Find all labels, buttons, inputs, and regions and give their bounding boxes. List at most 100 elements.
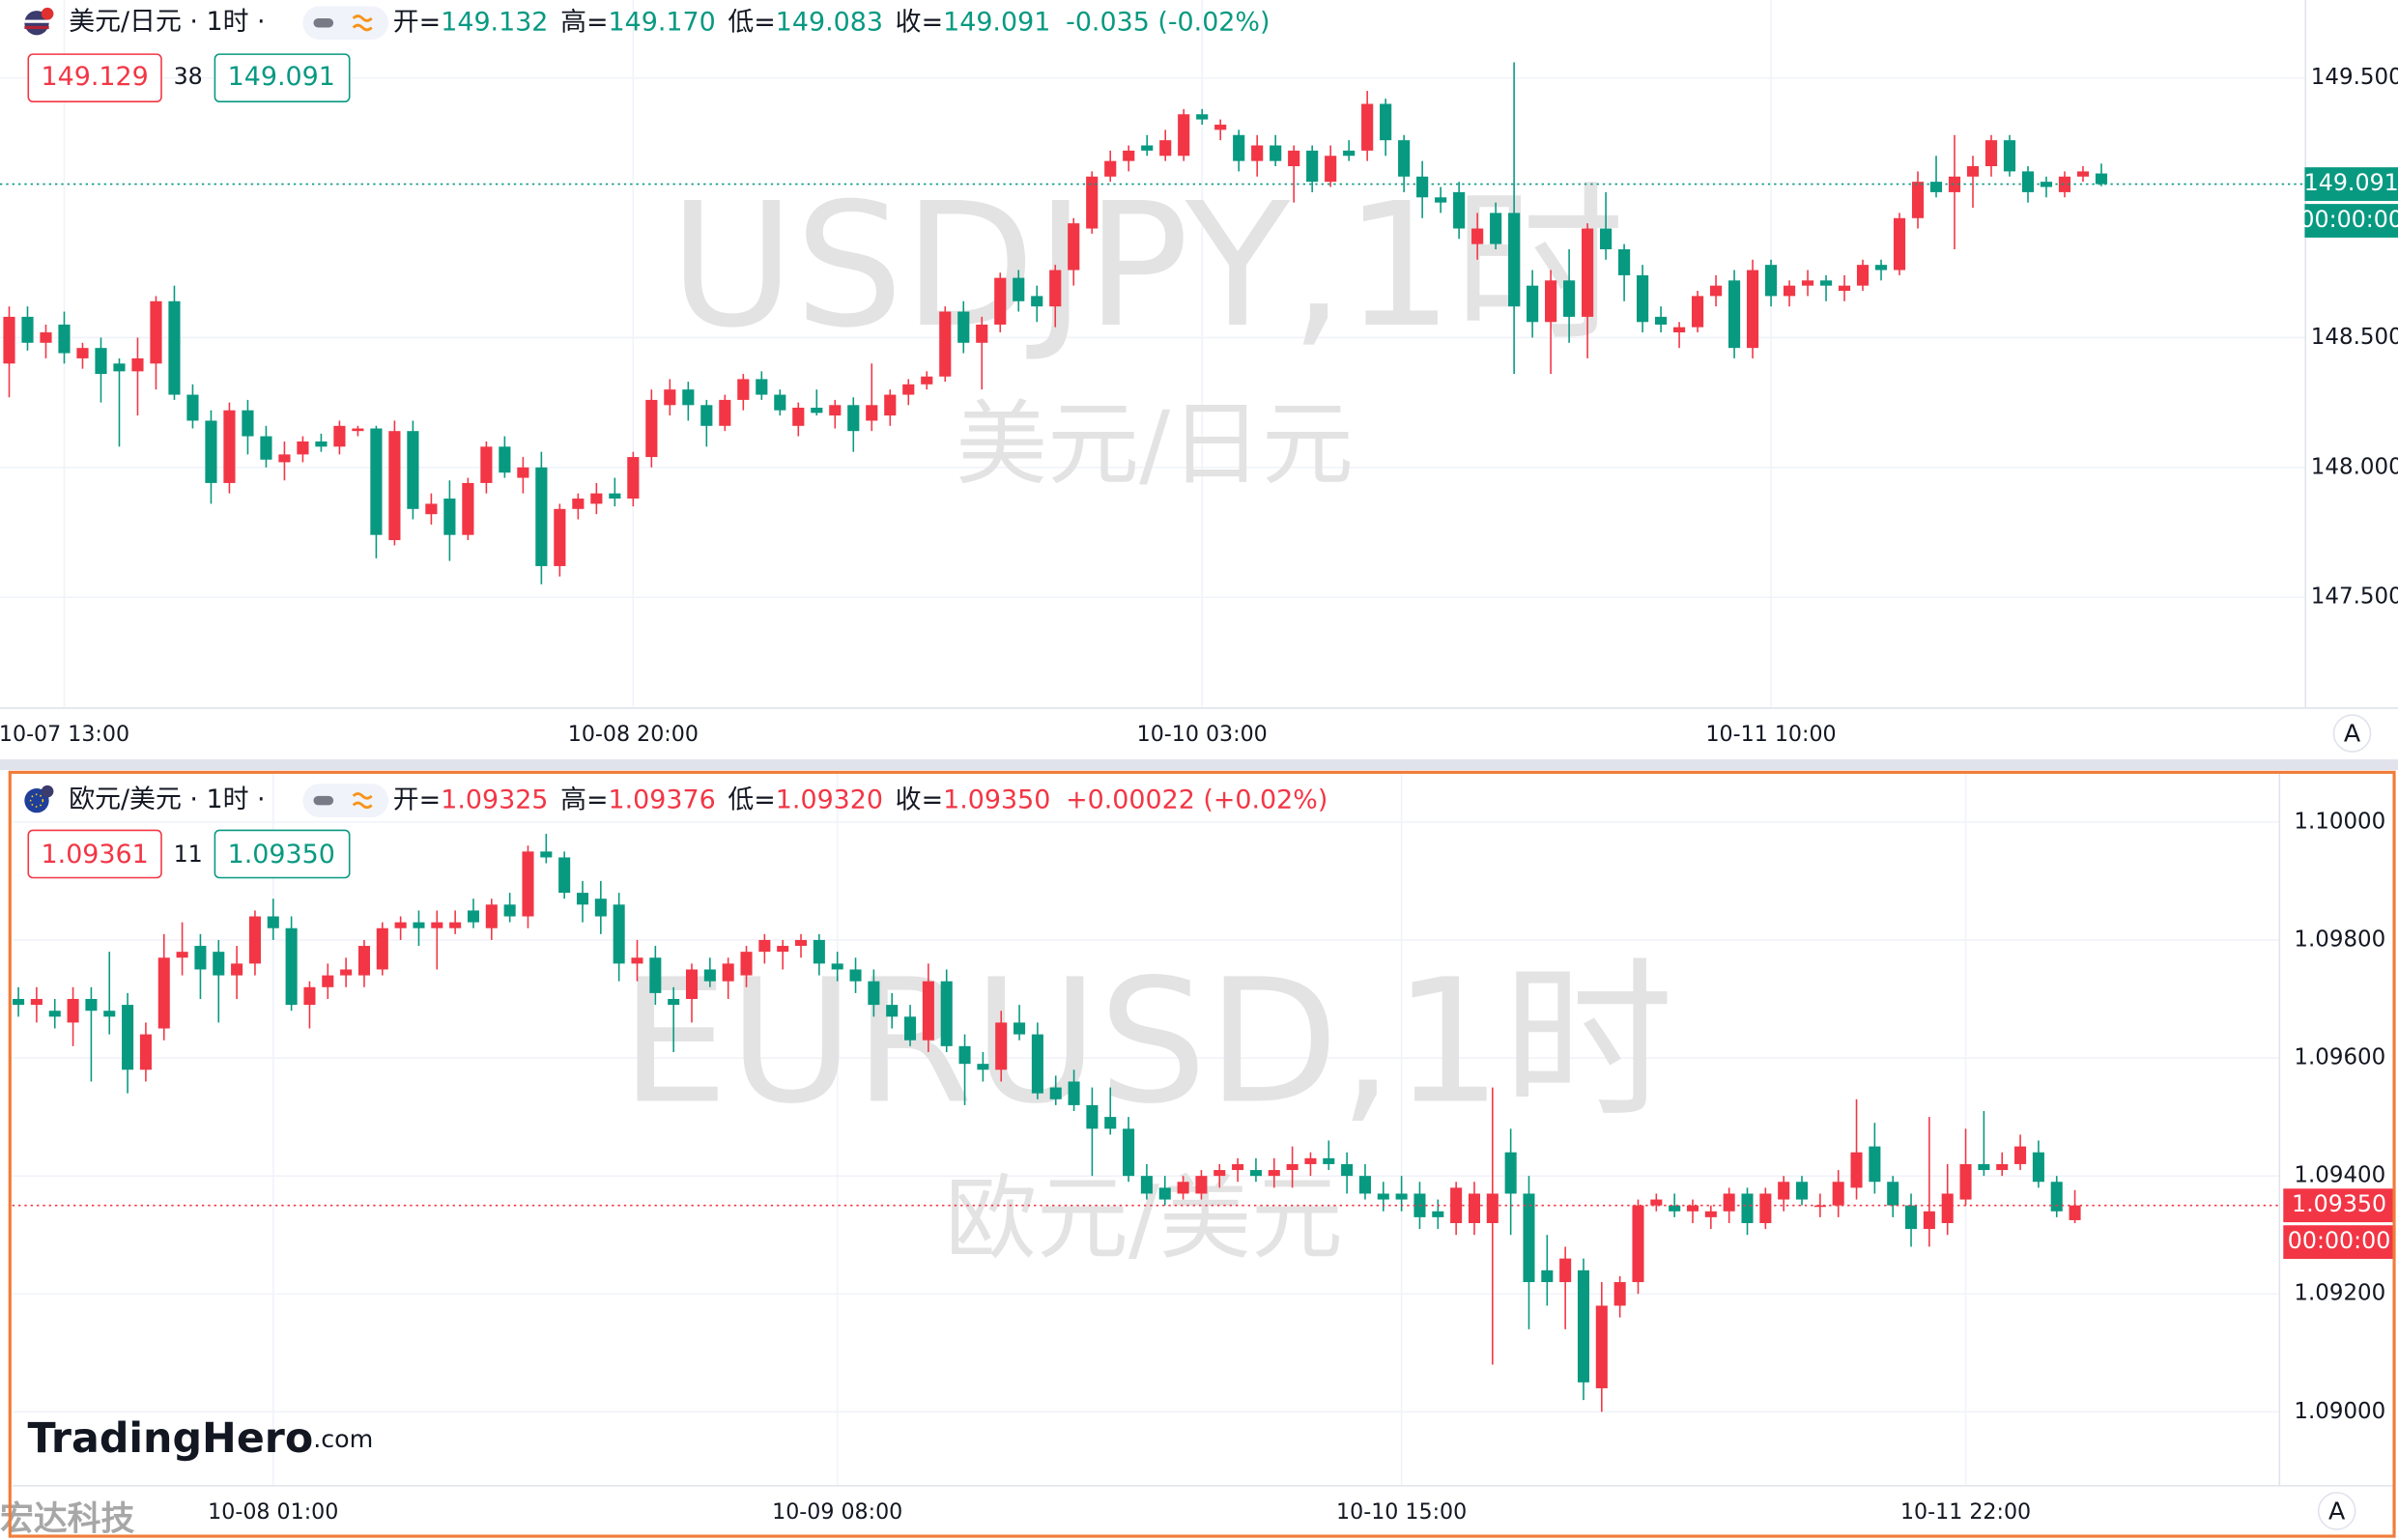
plot-layer: 147.500 148.000 148.500 149.500 10-07 13:00 1… <box>0 62 2398 1525</box>
symbol-label[interactable]: 美元/日元 · 1时 · <box>69 7 265 37</box>
ohlc-legend: 开=1.09325 高=1.09376 低=1.09320 收=1.09350 +0.0… <box>393 784 1328 814</box>
bid[interactable]: 149.129 <box>42 62 149 92</box>
candle-body <box>1559 1258 1572 1283</box>
countdown-label: 00:00:00 <box>2299 206 2398 233</box>
candle-body <box>685 969 699 999</box>
x-tick-label: 10-10 15:00 <box>1336 1499 1467 1525</box>
candle-body <box>303 986 316 1006</box>
candle-body <box>1104 1117 1117 1129</box>
candle-body <box>1948 176 1961 192</box>
candle-body <box>1233 134 1245 161</box>
auto-scale-button[interactable] <box>2317 1492 2356 1530</box>
x-tick-label: 10-08 20:00 <box>568 722 699 747</box>
candle-body <box>376 927 388 970</box>
ask[interactable]: 1.09350 <box>228 840 335 870</box>
candle-body <box>1358 1176 1371 1194</box>
bid[interactable]: 1.09361 <box>42 840 149 870</box>
candle-body <box>1795 1182 1809 1200</box>
symbol-label[interactable]: 欧元/美元 · 1时 · <box>69 784 265 814</box>
candle-body <box>540 851 553 858</box>
logo-name: TradingHero <box>27 1414 313 1463</box>
bid-box[interactable] <box>27 53 162 102</box>
countdown-label: 00:00:00 <box>2288 1227 2391 1254</box>
candle-body <box>1395 1193 1408 1200</box>
candle-body <box>777 946 789 953</box>
price-tag <box>2304 167 2398 201</box>
candle-body <box>1764 265 1778 297</box>
candle-body <box>847 405 860 432</box>
flag-badge <box>41 784 54 798</box>
high-label: 高= <box>560 784 608 814</box>
candle-body <box>609 493 621 499</box>
candle-body <box>902 384 915 395</box>
candle-body <box>1270 145 1282 161</box>
candle-body <box>431 922 443 928</box>
candle-body <box>1923 1211 1935 1230</box>
candle-body <box>1832 1182 1844 1206</box>
candle-body <box>1123 1128 1135 1177</box>
candle-body <box>522 851 534 917</box>
candle-body <box>1013 277 1025 301</box>
auto-scale-button[interactable] <box>2332 714 2372 753</box>
indicator-icon[interactable] <box>352 792 373 810</box>
candle-body <box>1637 274 1649 323</box>
ask-box[interactable] <box>214 829 351 879</box>
candle-body <box>631 957 643 964</box>
candle-body <box>1323 1157 1335 1164</box>
candle-body <box>76 348 89 358</box>
candle-body <box>357 946 370 976</box>
candle-body <box>1613 1282 1626 1306</box>
candle-body <box>176 952 188 958</box>
x-tick-label: 10-10 03:00 <box>1137 722 1268 747</box>
candle-body <box>722 963 734 982</box>
candle-body <box>921 376 933 385</box>
candle-body <box>1523 1193 1535 1283</box>
candle-body <box>1984 140 1998 167</box>
candle-body <box>1031 296 1043 307</box>
spread: 11 <box>174 841 203 868</box>
candle-body <box>1655 316 1668 325</box>
close-value: 149.091 <box>943 7 1050 37</box>
candle-body <box>1813 1205 1826 1208</box>
corner-watermark: 宏达科技 <box>0 1499 134 1538</box>
open-value: 149.132 <box>441 7 548 37</box>
ask-box[interactable] <box>214 53 351 102</box>
candle-body <box>1232 1163 1244 1171</box>
candle-body <box>831 963 843 970</box>
candle-body <box>1673 327 1686 333</box>
bid-box[interactable] <box>27 829 162 879</box>
candle-body <box>922 981 934 1041</box>
candle-body <box>1669 1205 1681 1212</box>
open-label: 开= <box>393 784 441 814</box>
x-tick-label: 10-07 13:00 <box>0 722 129 747</box>
candle-body <box>1541 1269 1554 1283</box>
candle-body <box>1941 1193 1954 1223</box>
candle-body <box>1486 1193 1499 1223</box>
indicator-icon[interactable] <box>352 14 373 32</box>
candle-body <box>1068 1081 1080 1105</box>
candle-body <box>976 324 988 343</box>
y-tick-label: 149.500 <box>2311 65 2398 90</box>
candle-body <box>131 357 144 372</box>
candle-body <box>940 981 953 1046</box>
y-tick-label: 147.500 <box>2311 585 2398 610</box>
candle-body <box>260 436 272 460</box>
candle-body <box>278 454 291 463</box>
candle-body <box>1996 1163 2009 1171</box>
toolbar-pill[interactable] <box>302 784 389 818</box>
candle-body <box>168 300 181 395</box>
auto-scale-label[interactable]: A <box>2344 720 2361 748</box>
change-value: -0.035 (-0.02%) <box>1066 7 1270 37</box>
flag-stars <box>29 793 44 808</box>
candle-body <box>388 431 401 541</box>
toolbar-pill[interactable] <box>302 6 389 41</box>
hide-icon[interactable] <box>313 17 334 28</box>
candle-body <box>103 1011 116 1017</box>
ask[interactable]: 149.091 <box>228 62 335 92</box>
hide-icon[interactable] <box>313 795 334 806</box>
auto-scale-label[interactable]: A <box>2328 1497 2346 1526</box>
candle-body <box>1178 114 1190 157</box>
y-tick-label: 1.09200 <box>2294 1281 2385 1306</box>
candle-body <box>1159 140 1172 157</box>
